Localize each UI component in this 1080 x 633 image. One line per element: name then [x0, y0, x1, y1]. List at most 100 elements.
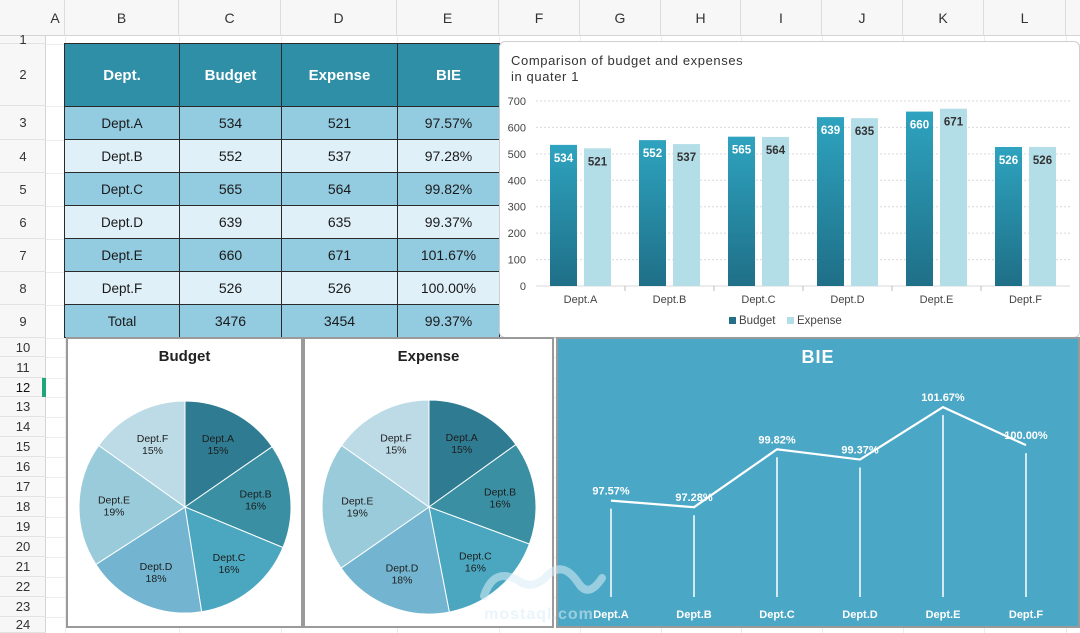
cell-total-budget[interactable]: 3476 [179, 304, 282, 338]
pie-slice-depte[interactable] [78, 444, 186, 566]
row-header-12[interactable]: 12 [0, 378, 46, 397]
row-header-9[interactable]: 9 [0, 305, 46, 338]
column-header-d[interactable]: D [281, 0, 397, 36]
pie-slice-deptd[interactable] [95, 506, 203, 614]
cell-dept[interactable]: Dept.B [64, 139, 180, 173]
cell-total-expense[interactable]: 3454 [281, 304, 398, 338]
header-expense[interactable]: Expense [281, 43, 398, 107]
header-bie[interactable]: BIE [397, 43, 500, 107]
bar-budget-deptb[interactable] [639, 140, 666, 286]
cell-expense[interactable]: 564 [281, 172, 398, 206]
bar-expense-deptf[interactable] [1029, 146, 1056, 286]
column-header-h[interactable]: H [661, 0, 741, 36]
cell-dept[interactable]: Dept.C [64, 172, 180, 206]
cell-total-label[interactable]: Total [64, 304, 180, 338]
row-header-17[interactable]: 17 [0, 477, 46, 497]
row-header-16[interactable]: 16 [0, 457, 46, 477]
row-header-23[interactable]: 23 [0, 597, 46, 617]
row-header-22[interactable]: 22 [0, 577, 46, 597]
cell-total-bie[interactable]: 99.37% [397, 304, 500, 338]
row-header-15[interactable]: 15 [0, 437, 46, 457]
cell-bie[interactable]: 97.57% [397, 106, 500, 140]
cell-budget[interactable]: 639 [179, 205, 282, 239]
column-header-k[interactable]: K [903, 0, 984, 36]
cell-budget[interactable]: 552 [179, 139, 282, 173]
column-header-f[interactable]: F [499, 0, 580, 36]
row-header-3[interactable]: 3 [0, 106, 46, 140]
row-header-1[interactable]: 1 [0, 32, 46, 47]
row-header-20[interactable]: 20 [0, 537, 46, 557]
budget-pie-chart[interactable]: Budget Dept.A 15% Dept.B 16% Dept.C 16% Dept.D… [66, 337, 303, 628]
cell-dept[interactable]: Dept.E [64, 238, 180, 272]
pie-slice-deptb[interactable] [183, 445, 292, 549]
row-header-7[interactable]: 7 [0, 239, 46, 272]
cell-expense[interactable]: 521 [281, 106, 398, 140]
row-header-5[interactable]: 5 [0, 173, 46, 206]
row-header-24[interactable]: 24 [0, 617, 46, 633]
row-header-11[interactable]: 11 [0, 357, 46, 378]
cell-bie[interactable]: 97.28% [397, 139, 500, 173]
expense-pie-chart[interactable]: Expense Dept.A 15% Dept.B 16% Dept.C 16% Dept.… [303, 337, 554, 628]
cell-budget[interactable]: 660 [179, 238, 282, 272]
cell-expense[interactable]: 635 [281, 205, 398, 239]
bar-budget-deptd[interactable] [817, 117, 844, 286]
bar-chart[interactable]: Comparison of budget and expenses in qua… [499, 41, 1080, 338]
row-header-2[interactable]: 2 [0, 44, 46, 106]
cell-expense[interactable]: 671 [281, 238, 398, 272]
column-header-c[interactable]: C [179, 0, 281, 36]
bar-expense-deptd[interactable] [851, 118, 878, 286]
cell-dept[interactable]: Dept.D [64, 205, 180, 239]
cell-dept[interactable]: Dept.A [64, 106, 180, 140]
column-header-g[interactable]: G [580, 0, 661, 36]
cell-bie[interactable]: 100.00% [397, 271, 500, 305]
row-header-10[interactable]: 10 [0, 338, 46, 357]
bar-expense-depte[interactable] [940, 108, 967, 287]
bar-budget-depte[interactable] [906, 111, 933, 286]
cell-bie[interactable]: 99.37% [397, 205, 500, 239]
cell-budget[interactable]: 565 [179, 172, 282, 206]
header-dept[interactable]: Dept. [64, 43, 180, 107]
column-header-a[interactable]: A [46, 0, 65, 36]
cell-bie[interactable]: 99.82% [397, 172, 500, 206]
row-header-18[interactable]: 18 [0, 497, 46, 517]
pie-slice-percent: 16% [490, 498, 511, 510]
legend-budget-label[interactable]: Budget [739, 315, 776, 327]
cell-expense[interactable]: 537 [281, 139, 398, 173]
pie-slice-depta[interactable] [428, 399, 517, 508]
pie-slice-deptf[interactable] [98, 400, 186, 508]
row-header-14[interactable]: 14 [0, 417, 46, 437]
bie-series-line[interactable] [610, 405, 1027, 509]
bar-expense-depta[interactable] [584, 148, 611, 286]
row-header-13[interactable]: 13 [0, 397, 46, 417]
cell-bie[interactable]: 101.67% [397, 238, 500, 272]
row-header-8[interactable]: 8 [0, 272, 46, 305]
cell-budget[interactable]: 534 [179, 106, 282, 140]
row-header-6[interactable]: 6 [0, 206, 46, 239]
column-header-e[interactable]: E [397, 0, 499, 36]
bar-expense-deptc[interactable] [762, 136, 789, 286]
bar-budget-depta[interactable] [550, 144, 577, 286]
bar-expense-deptb[interactable] [673, 144, 700, 286]
cell-budget[interactable]: 526 [179, 271, 282, 305]
pie-slice-depta[interactable] [184, 400, 273, 508]
bar-budget-deptc[interactable] [728, 136, 755, 286]
row-header-21[interactable]: 21 [0, 557, 46, 577]
column-header-i[interactable]: I [741, 0, 822, 36]
cell-dept[interactable]: Dept.F [64, 271, 180, 305]
column-header-j[interactable]: J [822, 0, 903, 36]
legend-expense-label[interactable]: Expense [797, 315, 842, 327]
pie-slice-deptf[interactable] [340, 399, 430, 508]
header-budget[interactable]: Budget [179, 43, 282, 107]
column-header-b[interactable]: B [65, 0, 179, 36]
row-header-19[interactable]: 19 [0, 517, 46, 537]
pie-slice-depte[interactable] [321, 444, 430, 569]
bar-budget-deptf[interactable] [995, 146, 1022, 286]
pie-slice-deptc[interactable] [184, 506, 284, 613]
pie-slice-deptb[interactable] [427, 443, 537, 545]
column-header-l[interactable]: L [984, 0, 1066, 36]
cell-expense[interactable]: 526 [281, 271, 398, 305]
pie-slice-deptd[interactable] [340, 506, 450, 615]
pie-slice-deptc[interactable] [428, 506, 531, 613]
bie-line-chart[interactable]: BIE 97.57% Dept.A 97.28% Dept.B 99.82% Dept.C… [556, 337, 1080, 628]
row-header-4[interactable]: 4 [0, 140, 46, 173]
